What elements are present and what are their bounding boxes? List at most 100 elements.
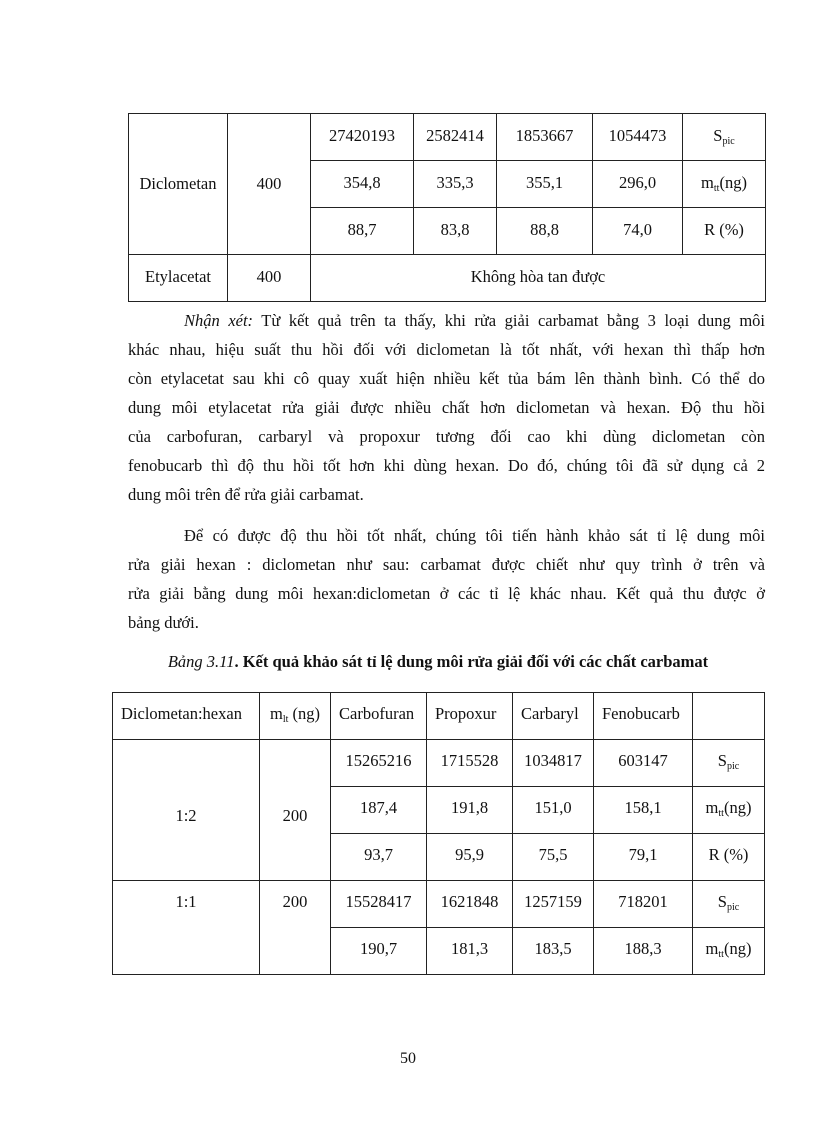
value-cell: 88,7	[310, 207, 414, 255]
value-cell: 1621848	[426, 880, 513, 928]
value-cell: 190,7	[330, 927, 427, 975]
table-row: 354,8 335,3 355,1 296,0 mtt(ng)	[129, 160, 766, 208]
value-cell: 88,8	[496, 207, 593, 255]
note-cell: Không hòa tan được	[310, 254, 766, 302]
unit-main: m	[705, 798, 719, 817]
text-line: của carbofuran, carbaryl và propoxur tươ…	[128, 427, 765, 446]
paragraph-method: Để có được độ thu hồi tốt nhất, chúng tô…	[128, 521, 765, 637]
unit-main: S	[717, 751, 727, 770]
unit-cell: Spic	[682, 113, 766, 161]
value-cell: 79,1	[593, 833, 693, 881]
value-cell: 181,3	[426, 927, 513, 975]
amount-cell: 400	[227, 254, 311, 302]
mass-main: m	[269, 704, 283, 723]
text-line: rửa giải bằng dung môi hexan:diclometan …	[128, 584, 765, 603]
caption-label: Bảng 3.11	[167, 652, 235, 671]
value-cell: 15528417	[330, 880, 427, 928]
ratio-cell: 1:2	[112, 739, 260, 881]
unit-cell: R (%)	[692, 833, 765, 881]
unit-sub: tt	[718, 949, 724, 960]
header-mass: mlt (ng)	[259, 692, 331, 740]
text-line: bảng dưới.	[128, 613, 199, 632]
text-line: còn etylacetat sau khi cô quay xuất hiện…	[128, 369, 765, 388]
unit-tail: (ng)	[719, 173, 747, 192]
value-cell: 188,3	[593, 927, 693, 975]
value-cell: 83,8	[413, 207, 497, 255]
value-cell: 15265216	[330, 739, 427, 787]
value-cell: 2582414	[413, 113, 497, 161]
value-cell: 75,5	[512, 833, 594, 881]
remark-label: Nhận xét:	[184, 311, 254, 330]
amount-cell: 400	[227, 113, 311, 255]
value-cell: 1715528	[426, 739, 513, 787]
table-header-row: Diclometan:hexan mlt (ng) Carbofuran Pro…	[112, 692, 765, 740]
unit-sub: tt	[718, 808, 724, 819]
table-row: Diclometan 400 27420193 2582414 1853667 …	[128, 113, 766, 255]
table-row: 190,7 181,3 183,5 188,3 mtt(ng)	[113, 927, 765, 975]
text-line: Nhận xét: Từ kết quả trên ta thấy, khi r…	[128, 306, 765, 335]
text-line: Để có được độ thu hồi tốt nhất, chúng tô…	[184, 526, 765, 545]
value-cell: 296,0	[592, 160, 683, 208]
table-row: Etylacetat 400 Không hòa tan được	[128, 254, 766, 302]
text-span: Từ kết quả trên ta thấy, khi rửa giải ca…	[253, 311, 765, 330]
value-cell: 74,0	[592, 207, 683, 255]
unit-cell: mtt(ng)	[692, 786, 765, 834]
unit-cell: R (%)	[682, 207, 766, 255]
value-cell: 354,8	[310, 160, 414, 208]
unit-sub: pic	[726, 761, 740, 772]
solvent-cell: Etylacetat	[128, 254, 228, 302]
value-cell: 718201	[593, 880, 693, 928]
value-cell: 183,5	[512, 927, 594, 975]
text-line: dung môi etylacetat rửa giải được nhiều …	[128, 398, 765, 417]
value-cell: 1054473	[592, 113, 683, 161]
unit-main: m	[701, 173, 714, 192]
value-cell: 1257159	[512, 880, 594, 928]
solvent-ratio-table: Diclometan:hexan mlt (ng) Carbofuran Pro…	[112, 692, 765, 975]
value-cell: 335,3	[413, 160, 497, 208]
value-cell: 187,4	[330, 786, 427, 834]
value-cell: 151,0	[512, 786, 594, 834]
value-cell: 27420193	[310, 113, 414, 161]
caption-text: . Kết quả khảo sát tỉ lệ dung môi rửa gi…	[234, 652, 709, 671]
value-cell: 191,8	[426, 786, 513, 834]
paragraph-remarks: Nhận xét: Từ kết quả trên ta thấy, khi r…	[128, 306, 765, 509]
table-row: 1:1 200 15528417 1621848 1257159 718201 …	[112, 880, 765, 975]
unit-cell: mtt(ng)	[692, 927, 765, 975]
mass-sub: lt	[282, 714, 289, 725]
header-compound: Fenobucarb	[593, 692, 693, 740]
unit-main: m	[705, 939, 719, 958]
unit-tail: (ng)	[723, 798, 752, 817]
value-cell: 1853667	[496, 113, 593, 161]
value-cell: 1034817	[512, 739, 594, 787]
value-cell: 355,1	[496, 160, 593, 208]
unit-main: S	[713, 126, 723, 145]
text-line: fenobucarb thì độ thu hồi tốt hơn khi dù…	[128, 456, 765, 475]
header-ratio: Diclometan:hexan	[112, 692, 260, 740]
table-row: 187,4 191,8 151,0 158,1 mtt(ng)	[113, 786, 765, 834]
header-compound: Carbofuran	[330, 692, 427, 740]
amount-cell: 200	[259, 739, 331, 881]
solvent-cell: Diclometan	[128, 113, 228, 255]
table-caption: Bảng 3.11. Kết quả khảo sát tỉ lệ dung m…	[112, 652, 764, 672]
text-line: dung môi trên để rửa giải carbamat.	[128, 485, 364, 504]
amount-cell: 200	[259, 880, 331, 975]
mass-tail: (ng)	[288, 704, 321, 723]
unit-main: S	[717, 892, 727, 911]
unit-sub: pic	[722, 136, 735, 147]
unit-cell: Spic	[692, 739, 765, 787]
ratio-cell: 1:1	[112, 880, 260, 975]
unit-cell: Spic	[692, 880, 765, 928]
value-cell: 95,9	[426, 833, 513, 881]
header-compound: Carbaryl	[512, 692, 594, 740]
page-number: 50	[400, 1050, 416, 1067]
text-line: khác nhau, hiệu suất thu hồi đối với dic…	[128, 340, 765, 359]
unit-sub: tt	[713, 183, 720, 194]
solvent-table-continued: Diclometan 400 27420193 2582414 1853667 …	[128, 113, 766, 302]
text-line: rửa giải hexan : diclometan như sau: car…	[128, 555, 765, 574]
header-compound: Propoxur	[426, 692, 513, 740]
unit-tail: (ng)	[723, 939, 752, 958]
value-cell: 93,7	[330, 833, 427, 881]
value-cell: 603147	[593, 739, 693, 787]
table-row: 1:2 200 15265216 1715528 1034817 603147 …	[112, 739, 765, 881]
table-row: 88,7 83,8 88,8 74,0 R (%)	[129, 207, 766, 255]
